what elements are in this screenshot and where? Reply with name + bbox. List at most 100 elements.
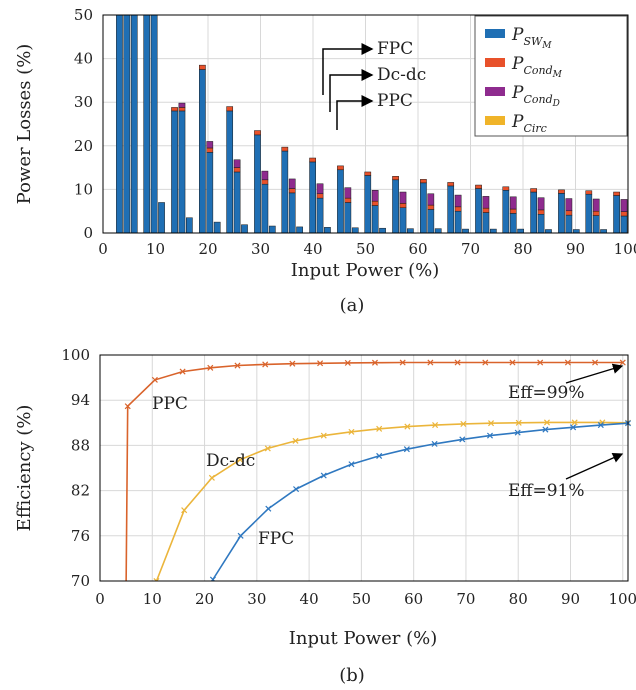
chart-a-ytick-label: 40 xyxy=(74,50,93,68)
chart-a-ytick-label: 20 xyxy=(74,137,93,155)
bar-fpc-cond-m xyxy=(392,176,399,181)
point-ppc xyxy=(317,360,324,367)
point-dcdc xyxy=(264,445,271,452)
legend-swatch-cond-d xyxy=(485,87,505,96)
bar-dcdc-cond-m xyxy=(482,207,490,213)
legend-label-circ: PCirc xyxy=(511,112,547,135)
bar-ppc-sw-m xyxy=(296,226,303,233)
annotation-arrow-ppc xyxy=(336,95,374,130)
annotation-dcdc: Dc-dc xyxy=(377,65,426,85)
chart-b-ytick-label: 70 xyxy=(71,572,90,590)
bar-dcdc-cond-m xyxy=(371,200,379,206)
bar-dcdc-cond-d xyxy=(509,196,517,210)
point-fpc xyxy=(403,446,410,453)
chart-b-xtick-label: 80 xyxy=(509,590,528,608)
chart-b: 0 10 20 30 40 50 60 70 80 90 100 70 76 82 88 94 100 Inpu… xyxy=(14,346,636,686)
point-dcdc xyxy=(488,420,495,427)
bar-dcdc-cond-m xyxy=(261,179,269,185)
bar-dcdc-cond-d xyxy=(454,194,462,208)
legend-swatch-sw-m xyxy=(485,29,505,38)
point-ppc xyxy=(371,359,379,366)
chart-b-plot-frame xyxy=(99,354,629,582)
chart-b-lines xyxy=(124,359,632,581)
chart-a-ticks: 0 10 20 30 40 50 60 70 80 90 100 0 10 20 30 40 50 xyxy=(74,6,636,258)
bar-dcdc-cond-d xyxy=(206,141,214,149)
bar-fpc-cond-m xyxy=(613,191,620,196)
bar-ppc-sw-m xyxy=(434,228,442,233)
point-dcdc xyxy=(515,419,522,426)
chart-a-xtick-label: 90 xyxy=(566,240,585,258)
bar-dcdc-cond-m xyxy=(565,210,573,216)
annotation-fpc: FPC xyxy=(377,39,413,59)
chart-b-ytick-label: 94 xyxy=(71,391,90,409)
bar-fpc-sw-m xyxy=(254,134,261,233)
bar-dcdc-cond-d xyxy=(592,198,600,212)
bar-ppc-sw-m xyxy=(407,228,414,233)
bar-dcdc-cond-m xyxy=(178,107,186,112)
legend-label-sw-m: PSWM xyxy=(511,25,552,51)
point-ppc xyxy=(427,359,434,366)
bar-ppc-sw-m xyxy=(241,224,248,233)
point-ppc xyxy=(124,403,131,410)
legend-label-cond-d: PCondD xyxy=(511,83,560,109)
bar-fpc-sw-m xyxy=(116,15,123,233)
point-dcdc xyxy=(460,420,467,427)
bar-dcdc-sw-m xyxy=(620,215,628,233)
chart-b-ylabel: Efficiency (%) xyxy=(14,405,35,532)
bar-dcdc-cond-m xyxy=(206,147,214,153)
bar-fpc-cond-m xyxy=(558,189,565,194)
point-ppc xyxy=(179,368,186,375)
chart-a-xtick-label: 20 xyxy=(198,240,217,258)
bar-dcdc-sw-m xyxy=(482,212,490,233)
point-ppc xyxy=(509,359,516,366)
point-ppc xyxy=(289,360,296,367)
bar-dcdc-sw-m xyxy=(427,209,435,233)
bar-fpc-sw-m xyxy=(171,110,178,233)
point-fpc xyxy=(542,426,549,433)
chart-b-caption: (b) xyxy=(339,665,365,686)
point-dcdc xyxy=(292,437,299,444)
chart-b-ytick-label: 88 xyxy=(71,436,90,454)
bar-dcdc-sw-m xyxy=(565,214,573,233)
bar-dcdc-cond-d xyxy=(371,190,379,202)
bar-dcdc-cond-d xyxy=(620,199,628,212)
bar-dcdc-sw-m xyxy=(399,207,407,233)
bar-ppc-sw-m xyxy=(517,228,524,233)
chart-a-xtick-label: 50 xyxy=(356,240,375,258)
bar-dcdc-sw-m xyxy=(344,202,352,233)
bar-fpc-cond-m xyxy=(309,157,316,163)
bar-dcdc-sw-m xyxy=(509,213,517,233)
bar-dcdc-cond-d xyxy=(565,198,573,212)
bar-dcdc-cond-d xyxy=(261,170,269,181)
bar-dcdc-sw-m xyxy=(592,215,600,233)
chart-b-ytick-label: 76 xyxy=(71,527,90,545)
point-dcdc xyxy=(376,425,383,432)
bar-fpc-sw-m xyxy=(392,179,399,233)
bar-dcdc-cond-d xyxy=(537,197,545,211)
bar-dcdc-cond-d xyxy=(178,102,186,108)
point-dcdc xyxy=(404,423,411,430)
chart-a-legend: PSWM PCondM PCondD PCirc xyxy=(474,15,628,137)
bar-fpc-sw-m xyxy=(585,193,593,233)
series-label-fpc: FPC xyxy=(258,529,294,549)
chart-a-xtick-label: 70 xyxy=(461,240,480,258)
chart-b-xtick-label: 20 xyxy=(195,590,214,608)
point-fpc xyxy=(570,424,577,431)
series-label-ppc: PPC xyxy=(152,394,188,414)
point-dcdc xyxy=(208,474,215,481)
bar-ppc-sw-m xyxy=(268,225,276,233)
bar-dcdc-cond-m xyxy=(592,210,600,216)
bar-fpc-sw-m xyxy=(199,69,206,233)
bar-dcdc-sw-m xyxy=(371,205,379,233)
bar-fpc-cond-m xyxy=(585,190,593,195)
chart-a-xtick-label: 80 xyxy=(513,240,532,258)
chart-b-xtick-label: 100 xyxy=(608,590,636,608)
point-fpc xyxy=(348,461,355,468)
bar-fpc-cond-m xyxy=(502,186,510,191)
annotation-ppc: PPC xyxy=(377,91,413,111)
bar-dcdc-cond-d xyxy=(427,193,435,206)
point-fpc xyxy=(597,422,604,429)
point-ppc xyxy=(399,359,406,366)
bar-fpc-sw-m xyxy=(364,175,372,233)
